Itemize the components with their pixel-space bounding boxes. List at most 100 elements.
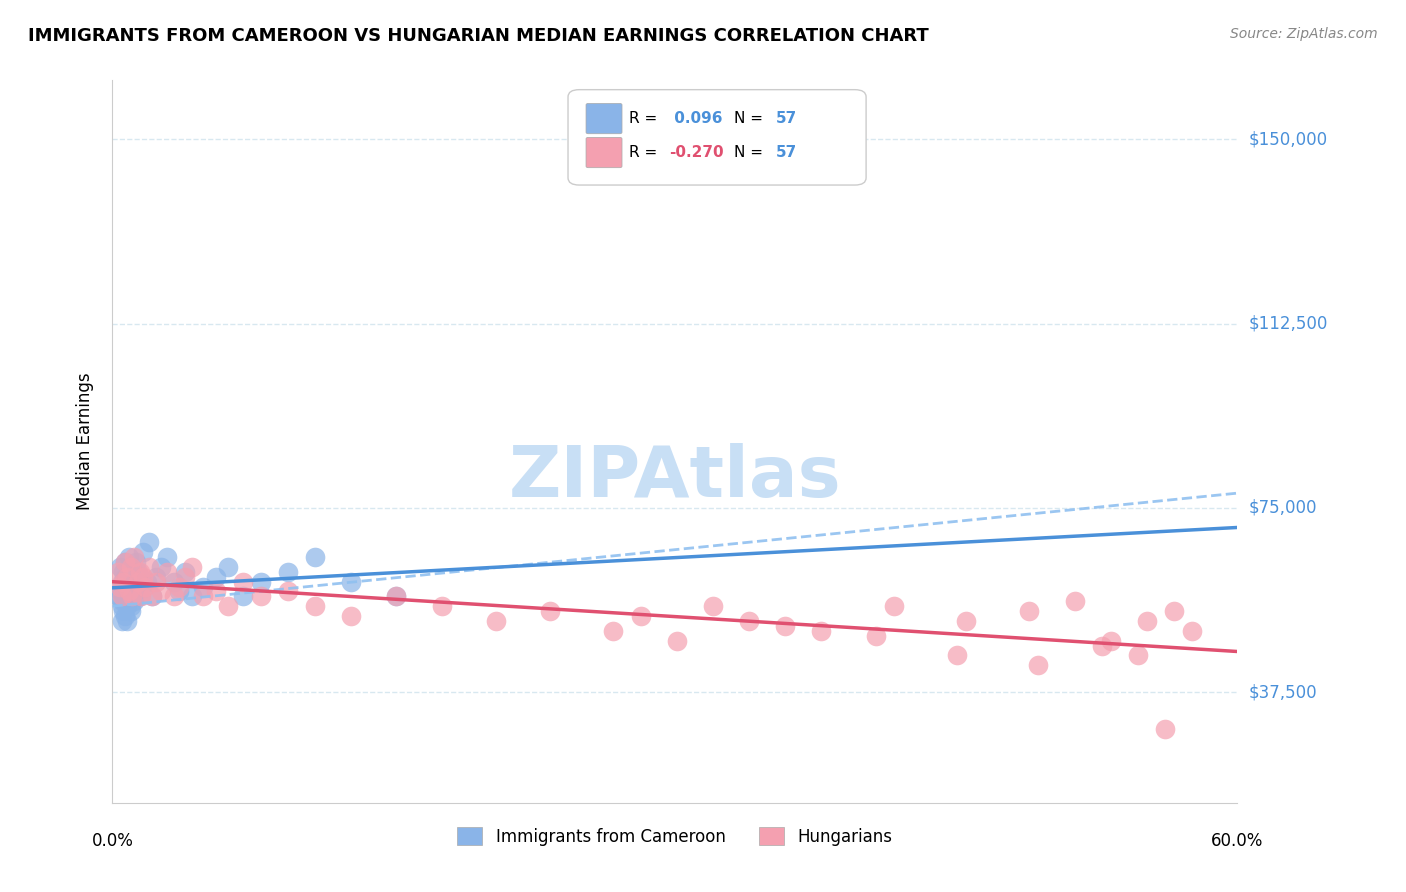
Point [773,619,796,633]
Point [232,574,254,589]
Point [304,599,326,614]
Point [1091,639,1114,653]
Point [118,549,141,564]
Point [702,599,724,614]
Text: 0.096: 0.096 [669,112,723,126]
Point [120,599,142,614]
Point [127,574,149,589]
Point [115,574,138,589]
Point [1126,648,1149,663]
Point [277,565,299,579]
Point [112,590,135,604]
Point [108,584,131,599]
Point [122,549,145,564]
Point [112,580,135,594]
Point [430,599,453,614]
Point [340,574,363,589]
Point [115,570,138,584]
Point [118,565,141,579]
Text: $37,500: $37,500 [1249,683,1317,701]
Point [163,590,186,604]
Point [138,560,160,574]
Text: 60.0%: 60.0% [1211,831,1264,850]
Point [107,565,129,579]
Point [150,560,173,574]
Point [115,614,138,628]
Text: 57: 57 [776,145,797,160]
Point [630,609,652,624]
Point [120,570,142,584]
Point [122,594,145,608]
Point [127,565,149,579]
Point [108,560,131,574]
Point [122,574,145,589]
Text: $150,000: $150,000 [1249,130,1327,148]
Point [156,549,179,564]
Point [138,535,160,549]
Point [125,555,148,569]
Text: Source: ZipAtlas.com: Source: ZipAtlas.com [1230,27,1378,41]
Point [204,570,226,584]
FancyBboxPatch shape [586,103,621,134]
Point [1136,614,1159,628]
Text: R =: R = [628,145,662,160]
Point [114,584,136,599]
Point [131,580,153,594]
Point [128,590,150,604]
Point [121,590,143,604]
Legend: Immigrants from Cameroon, Hungarians: Immigrants from Cameroon, Hungarians [451,821,898,852]
Point [132,570,155,584]
Text: $75,000: $75,000 [1249,499,1317,516]
Point [204,584,226,599]
Point [114,555,136,569]
Point [169,580,191,594]
Point [1028,658,1050,673]
Point [115,590,138,604]
Text: -0.270: -0.270 [669,145,724,160]
Point [120,584,142,599]
Point [121,560,143,574]
Point [538,604,561,618]
Point [114,594,136,608]
Point [112,604,135,618]
Point [110,614,132,628]
Point [110,590,132,604]
Point [1018,604,1040,618]
Point [883,599,905,614]
Point [125,584,148,599]
Text: $112,500: $112,500 [1249,315,1327,333]
Point [249,574,271,589]
FancyBboxPatch shape [586,137,621,168]
Point [112,574,135,589]
Point [277,584,299,599]
Point [145,574,167,589]
Point [602,624,624,638]
Point [135,574,157,589]
Point [110,574,132,589]
Point [156,565,179,579]
Point [232,590,254,604]
Point [120,604,142,618]
Point [385,590,408,604]
Point [485,614,508,628]
Point [1163,604,1185,618]
Text: ZIPAtlas: ZIPAtlas [509,443,841,512]
Point [118,584,141,599]
Point [1099,633,1122,648]
Point [110,594,132,608]
Point [114,555,136,569]
Text: 57: 57 [776,112,797,126]
Point [181,590,204,604]
Point [738,614,761,628]
Point [121,590,143,604]
Point [131,590,153,604]
Point [1181,624,1204,638]
Point [946,648,969,663]
Point [107,590,129,604]
Point [173,565,195,579]
Point [169,584,191,599]
Point [120,560,142,574]
Point [118,580,141,594]
Text: N =: N = [734,112,768,126]
Point [181,560,204,574]
